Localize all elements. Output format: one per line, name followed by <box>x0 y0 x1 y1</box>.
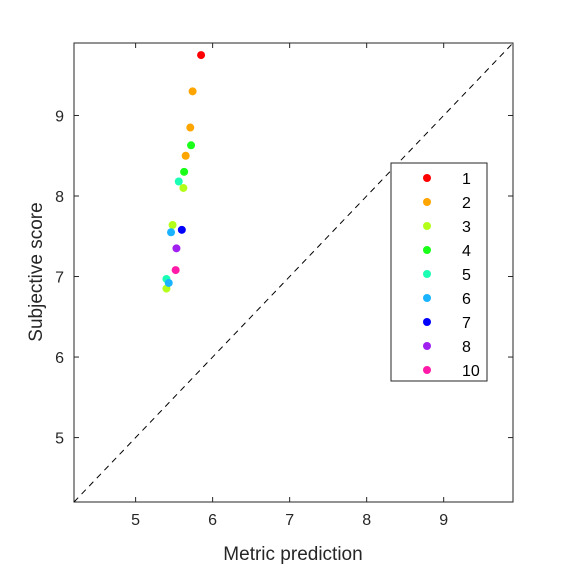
x-tick-label: 6 <box>208 512 217 529</box>
legend-marker-8 <box>423 342 431 350</box>
x-tick-label: 5 <box>131 512 140 529</box>
data-points <box>162 51 206 293</box>
data-point-series-1 <box>197 51 206 60</box>
legend-marker-5 <box>423 270 431 278</box>
data-point-series-4 <box>187 141 196 150</box>
legend-label-6: 6 <box>462 291 471 308</box>
y-axis-label: Subjective score <box>26 202 47 341</box>
legend-marker-2 <box>423 198 431 206</box>
legend-label-10: 10 <box>462 363 480 380</box>
x-tick-label: 9 <box>439 512 448 529</box>
x-ticks: 5 6 7 8 9 <box>131 43 448 529</box>
y-tick-label: 8 <box>55 189 64 206</box>
legend-label-1: 1 <box>462 171 471 188</box>
data-point-series-5 <box>174 177 183 186</box>
legend: 1 2 3 4 5 6 7 8 10 <box>390 162 488 382</box>
data-point-series-6 <box>164 278 173 287</box>
data-point-series-2 <box>186 123 195 132</box>
legend-marker-3 <box>423 222 431 230</box>
legend-label-7: 7 <box>462 315 471 332</box>
legend-marker-4 <box>423 246 431 254</box>
legend-marker-1 <box>423 174 431 182</box>
legend-marker-10 <box>423 366 431 374</box>
legend-label-2: 2 <box>462 195 471 212</box>
legend-marker-6 <box>423 294 431 302</box>
legend-label-4: 4 <box>462 243 471 260</box>
y-tick-label: 6 <box>55 350 64 367</box>
legend-label-3: 3 <box>462 219 471 236</box>
y-tick-label: 7 <box>55 270 64 287</box>
data-point-series-2 <box>181 151 190 160</box>
diagonal-reference-line <box>73 42 514 503</box>
legend-box <box>390 162 488 382</box>
legend-marker-7 <box>423 318 431 326</box>
data-point-series-3 <box>179 183 188 192</box>
data-point-series-3 <box>168 220 177 229</box>
legend-label-5: 5 <box>462 267 471 284</box>
x-axis-label: Metric prediction <box>223 544 362 565</box>
data-point-series-4 <box>180 167 189 176</box>
y-ticks: 5 6 7 8 9 <box>55 108 513 448</box>
y-tick-label: 5 <box>55 431 64 448</box>
data-point-series-8 <box>172 244 181 253</box>
data-point-series-7 <box>177 225 186 234</box>
data-point-series-6 <box>167 228 176 237</box>
x-tick-label: 7 <box>285 512 294 529</box>
x-tick-label: 8 <box>362 512 371 529</box>
legend-label-8: 8 <box>462 339 471 356</box>
data-point-series-10 <box>171 266 180 275</box>
data-point-series-2 <box>188 87 197 96</box>
y-tick-label: 9 <box>55 108 64 125</box>
